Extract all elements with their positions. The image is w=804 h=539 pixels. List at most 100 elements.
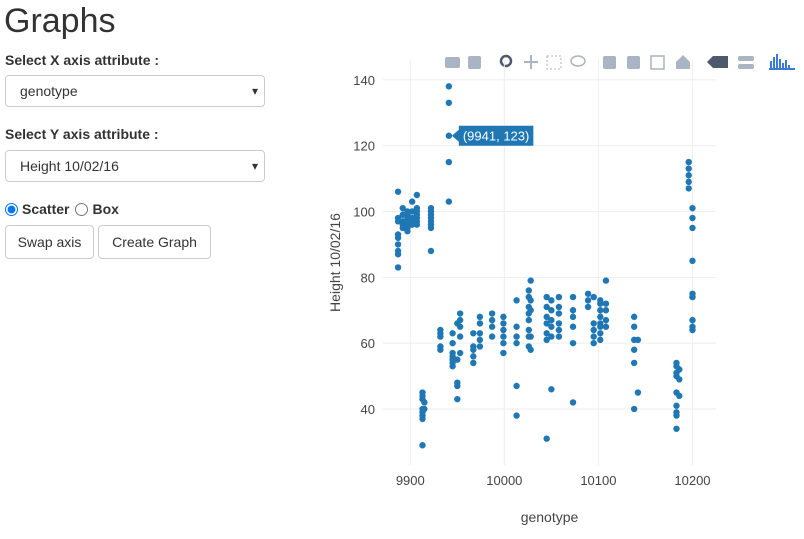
y-tick-label: 100: [353, 204, 375, 219]
point: [456, 316, 464, 324]
x-tick-label: 10200: [674, 473, 710, 488]
point: [569, 313, 577, 321]
point: [548, 333, 555, 340]
point: [421, 399, 428, 406]
point: [689, 326, 696, 334]
tool-spike[interactable]: [707, 56, 728, 68]
radio-scatter[interactable]: [5, 202, 18, 216]
point: [408, 198, 416, 205]
tool-zoom[interactable]: [499, 54, 513, 68]
x-select-label: Select X axis attribute :: [5, 52, 160, 68]
point: [413, 191, 421, 199]
point: [634, 389, 642, 396]
point: [394, 241, 402, 248]
point: [590, 333, 597, 340]
tool-hover-closest[interactable]: [738, 56, 754, 61]
point: [590, 293, 597, 301]
point: [394, 188, 402, 195]
create-button[interactable]: Create Graph: [98, 225, 211, 259]
point: [569, 307, 577, 314]
tool-autoscale[interactable]: [650, 55, 665, 70]
point: [630, 346, 638, 353]
point: [456, 310, 464, 317]
point: [419, 442, 426, 449]
point: [445, 99, 453, 107]
point: [427, 224, 435, 232]
tooltip-box: [451, 125, 534, 146]
point: [500, 339, 507, 347]
point: [449, 330, 456, 337]
point: [456, 323, 464, 330]
y-axis-title: Height 10/02/16: [327, 213, 343, 312]
y-tick-label: 80: [361, 270, 375, 285]
tool-lasso[interactable]: [570, 55, 586, 67]
point: [548, 307, 555, 314]
point: [445, 83, 453, 90]
x-select[interactable]: genotype: [5, 75, 265, 107]
point: [602, 323, 610, 330]
point: [513, 297, 520, 304]
point: [445, 198, 453, 205]
y-tick-label: 60: [361, 336, 375, 351]
point: [555, 333, 563, 340]
x-tick-label: 10100: [580, 473, 616, 488]
point: [413, 221, 421, 228]
point: [513, 382, 520, 390]
toolbar: [445, 54, 795, 70]
tool-home[interactable]: [676, 55, 690, 69]
tool-save[interactable]: [468, 56, 481, 69]
point: [470, 346, 477, 353]
point: [689, 204, 696, 212]
point: [394, 251, 402, 258]
tool-zoom-out[interactable]: [627, 56, 640, 69]
tool-camera[interactable]: [445, 57, 460, 68]
point: [602, 316, 610, 324]
point: [527, 333, 534, 340]
point: [394, 234, 402, 242]
point: [527, 297, 534, 304]
point: [394, 218, 402, 225]
tool-hover-compare[interactable]: [738, 64, 754, 69]
swap-button[interactable]: Swap axis: [5, 225, 94, 259]
point: [476, 330, 484, 337]
point: [689, 293, 696, 301]
tool-select[interactable]: [546, 55, 562, 70]
point: [437, 333, 444, 340]
point: [513, 412, 520, 419]
point: [399, 211, 406, 218]
y-tick-label: 140: [353, 73, 375, 88]
point: [476, 336, 484, 344]
point: [685, 178, 692, 186]
point: [673, 402, 680, 409]
tooltip: (9941, 123): [451, 125, 534, 146]
point: [676, 392, 683, 400]
point: [543, 293, 550, 301]
point: [500, 349, 507, 357]
point: [445, 158, 453, 166]
point: [527, 277, 534, 284]
point: [525, 326, 533, 334]
tool-pan[interactable]: [524, 55, 538, 69]
point: [548, 316, 555, 324]
point: [470, 330, 477, 337]
point: [470, 359, 477, 367]
radio-box[interactable]: [75, 202, 89, 216]
point: [527, 346, 534, 353]
point: [543, 313, 550, 321]
y-tick-label: 40: [361, 402, 375, 417]
point: [525, 287, 533, 294]
x-tick-label: 9900: [396, 473, 425, 488]
point: [689, 257, 696, 265]
tool-plotly-logo[interactable]: [769, 54, 795, 70]
point: [685, 185, 692, 192]
y-select[interactable]: Height 10/02/16: [5, 150, 265, 182]
tool-zoom-in[interactable]: [603, 56, 616, 69]
point: [488, 333, 496, 340]
point: [525, 316, 533, 324]
point: [590, 339, 597, 347]
point: [597, 313, 604, 321]
point: [543, 303, 550, 311]
point: [488, 323, 496, 330]
point: [602, 277, 610, 284]
